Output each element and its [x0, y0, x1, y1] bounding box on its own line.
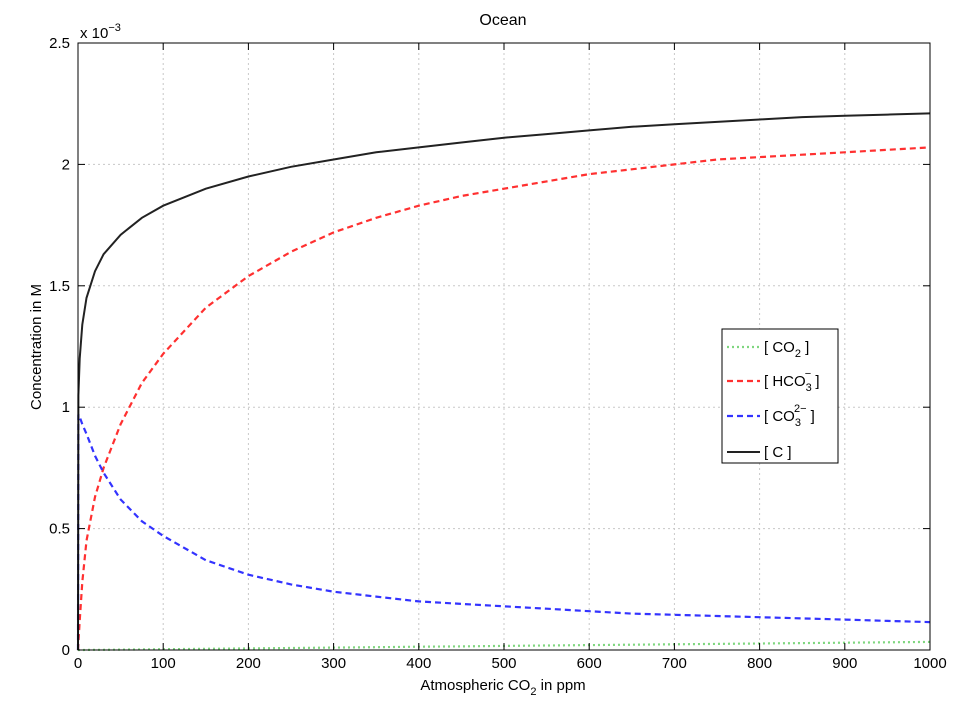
- y-tick-label: 2: [62, 156, 70, 173]
- x-tick-label: 700: [662, 655, 687, 672]
- legend-entry-base: [ HCO: [764, 373, 806, 390]
- tick-labels: 0 100 200 300 400 500 600 700 800 900 1000 0 0.5 1 1.5…: [49, 35, 947, 672]
- y-axis-multiplier: x 10−3: [80, 22, 121, 42]
- x-tick-label: 100: [151, 655, 176, 672]
- legend-entry-tail: ]: [783, 444, 791, 461]
- legend-entry-3: [ C ]: [764, 444, 792, 461]
- legend-entry-tail: ]: [801, 339, 809, 356]
- series-line-1: [76, 146, 931, 651]
- legend-entry-2: [ CO3 2− ]: [764, 403, 815, 429]
- legend-entry-sub: 3: [795, 417, 801, 429]
- series-line-0: [78, 640, 931, 652]
- x-axis-label-tail: in ppm: [536, 677, 585, 694]
- legend-entry-sup: 2−: [794, 403, 807, 415]
- x-tick-label: 300: [321, 655, 346, 672]
- y-axis-label: Concentration in M: [28, 284, 45, 410]
- grid: [78, 43, 930, 650]
- x-axis-label: Atmospheric CO2 in ppm: [420, 677, 585, 698]
- y-tick-label: 1: [62, 399, 70, 416]
- legend-entry-sub: 2: [795, 348, 801, 360]
- legend-entry-base: [ CO: [764, 339, 795, 356]
- legend: [ CO2 ][ HCO3− ][ CO32− ][ C ]: [721, 328, 839, 464]
- legend-entry-base: [ CO: [764, 408, 795, 425]
- series-line-3: [77, 112, 931, 651]
- series-lines: [76, 112, 931, 652]
- x-axis-label-base: Atmospheric CO: [420, 677, 530, 694]
- legend-entry-1: [ HCO3 − ]: [764, 368, 820, 394]
- axis-ticks: [77, 42, 931, 651]
- x-tick-label: 600: [577, 655, 602, 672]
- legend-entry-tail: ]: [807, 408, 815, 425]
- y-axis-multiplier-exponent: −3: [108, 22, 121, 34]
- y-tick-label: 1.5: [49, 278, 70, 295]
- legend-entry-0: [ CO2 ]: [764, 339, 809, 360]
- x-tick-label: 500: [491, 655, 516, 672]
- x-tick-label: 400: [406, 655, 431, 672]
- y-tick-label: 0: [62, 642, 70, 659]
- y-axis-multiplier-base: x 10: [80, 25, 108, 42]
- y-tick-label: 0.5: [49, 521, 70, 538]
- legend-entry-sup: −: [805, 368, 811, 380]
- legend-entry-tail: ]: [811, 373, 819, 390]
- legend-box: [721, 328, 839, 464]
- y-tick-label: 2.5: [49, 35, 70, 52]
- x-tick-label: 1000: [913, 655, 946, 672]
- series-line-2: [76, 413, 931, 651]
- x-tick-label: 900: [832, 655, 857, 672]
- x-axis-label-sub: 2: [530, 686, 536, 698]
- chart-title: Ocean: [479, 12, 526, 29]
- x-tick-label: 0: [74, 655, 82, 672]
- legend-entry-sub: 3: [806, 382, 812, 394]
- legend-entry-base: [ C: [764, 444, 783, 461]
- x-tick-label: 200: [236, 655, 261, 672]
- x-tick-label: 800: [747, 655, 772, 672]
